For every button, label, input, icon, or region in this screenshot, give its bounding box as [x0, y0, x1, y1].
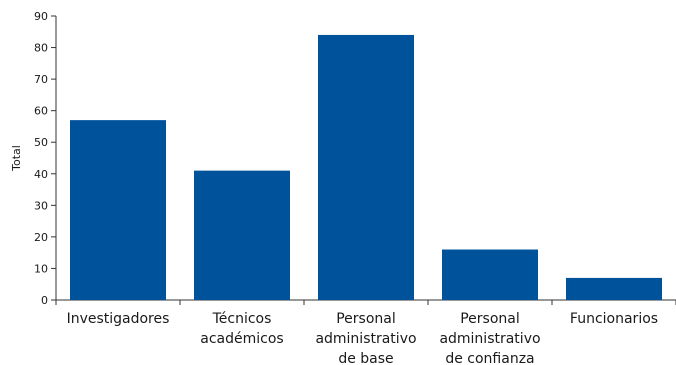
bars: [70, 34, 662, 300]
x-category-label-line: académicos: [200, 331, 283, 347]
y-tick-label: 60: [34, 105, 48, 118]
x-category-label-line: de confianza: [445, 351, 534, 365]
bar: [318, 34, 414, 300]
y-axis: 0 10 20 30 40 50 60 70 80 90: [34, 10, 57, 307]
y-tick-label: 80: [34, 42, 48, 55]
x-category-label: Investigadores: [67, 311, 170, 327]
y-tick-label: 50: [34, 136, 48, 149]
y-tick-label: 70: [34, 73, 48, 86]
y-tick-label: 0: [41, 294, 48, 307]
x-category-label-line: de base: [338, 351, 393, 365]
bar: [566, 277, 662, 300]
x-category-label-line: Personal: [336, 311, 396, 327]
y-tick-label: 20: [34, 231, 48, 244]
bar: [194, 170, 290, 300]
x-category-label: Técnicos académicos: [200, 311, 283, 347]
x-category-label-line: Técnicos: [212, 311, 272, 327]
x-category-label-line: administrativo: [439, 331, 540, 347]
x-axis: [55, 299, 676, 305]
x-category-label-line: Funcionarios: [570, 311, 658, 327]
y-axis-title: Total: [10, 145, 23, 172]
bar: [442, 249, 538, 300]
y-tick-label: 90: [34, 10, 48, 23]
bar: [70, 120, 166, 300]
category-labels: Investigadores Técnicos académicos Personal…: [67, 311, 659, 365]
y-tick-label: 10: [34, 262, 48, 275]
x-category-label-line: administrativo: [315, 331, 416, 347]
x-category-label-line: Investigadores: [67, 311, 170, 327]
x-category-label: Personal administrativo de base: [315, 311, 416, 365]
y-tick-label: 40: [34, 168, 48, 181]
y-tick-label: 30: [34, 199, 48, 212]
x-category-label: Funcionarios: [570, 311, 658, 327]
x-category-label: Personal administrativo de confianza: [439, 311, 540, 365]
x-category-label-line: Personal: [460, 311, 520, 327]
